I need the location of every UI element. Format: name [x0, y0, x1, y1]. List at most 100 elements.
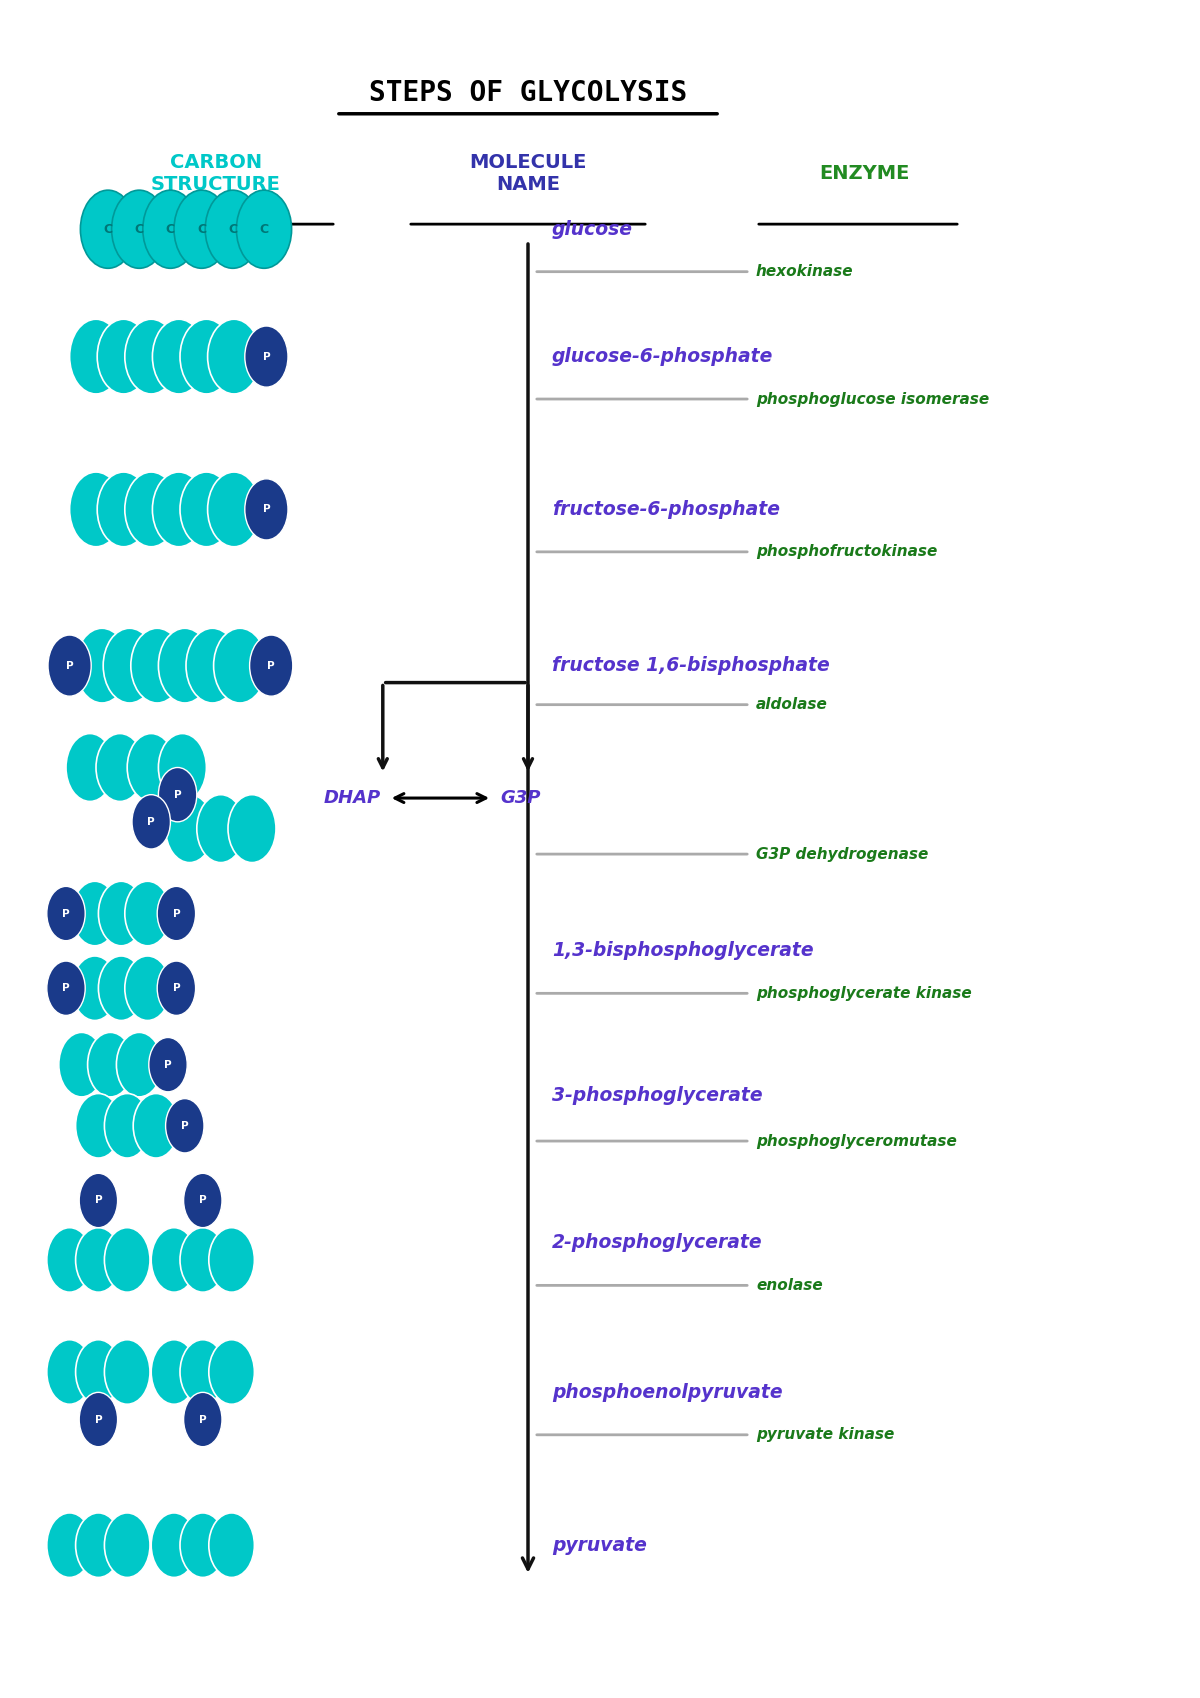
Circle shape [151, 1513, 197, 1577]
Circle shape [47, 886, 85, 941]
Text: phosphoglycerate kinase: phosphoglycerate kinase [756, 987, 972, 1000]
Circle shape [174, 190, 229, 268]
Circle shape [152, 472, 205, 547]
Text: C: C [166, 222, 175, 236]
Circle shape [209, 1228, 254, 1292]
Circle shape [79, 1392, 118, 1447]
Text: hexokinase: hexokinase [756, 265, 853, 278]
Text: glucose: glucose [552, 219, 634, 239]
Circle shape [157, 886, 196, 941]
Circle shape [76, 628, 128, 703]
Circle shape [208, 472, 260, 547]
Text: phosphoenolpyruvate: phosphoenolpyruvate [552, 1382, 782, 1403]
Circle shape [98, 956, 144, 1020]
Circle shape [180, 1513, 226, 1577]
Text: P: P [173, 908, 180, 919]
Text: C: C [228, 222, 238, 236]
Text: P: P [199, 1195, 206, 1206]
Circle shape [98, 881, 144, 946]
Text: ENZYME: ENZYME [818, 163, 910, 183]
Text: P: P [95, 1414, 102, 1425]
Circle shape [104, 1513, 150, 1577]
Text: C: C [103, 222, 113, 236]
Text: phosphoglucose isomerase: phosphoglucose isomerase [756, 392, 989, 406]
Text: fructose-6-phosphate: fructose-6-phosphate [552, 499, 780, 520]
Circle shape [116, 1032, 162, 1097]
Circle shape [245, 479, 288, 540]
Circle shape [180, 472, 233, 547]
Text: glucose-6-phosphate: glucose-6-phosphate [552, 346, 773, 367]
Circle shape [152, 319, 205, 394]
Circle shape [66, 734, 114, 801]
Circle shape [133, 1094, 179, 1158]
Text: P: P [173, 983, 180, 993]
Text: aldolase: aldolase [756, 698, 828, 711]
Text: STEPS OF GLYCOLYSIS: STEPS OF GLYCOLYSIS [368, 80, 688, 107]
Circle shape [127, 734, 175, 801]
Circle shape [125, 319, 178, 394]
Circle shape [79, 1173, 118, 1228]
Text: G3P: G3P [500, 790, 541, 807]
Text: P: P [95, 1195, 102, 1206]
Circle shape [47, 1228, 92, 1292]
Circle shape [70, 319, 122, 394]
Circle shape [112, 190, 167, 268]
Text: P: P [263, 351, 270, 362]
Circle shape [209, 1340, 254, 1404]
Text: 2-phosphoglycerate: 2-phosphoglycerate [552, 1233, 763, 1253]
Text: pyruvate kinase: pyruvate kinase [756, 1428, 894, 1442]
Circle shape [131, 628, 184, 703]
Circle shape [236, 190, 292, 268]
Text: phosphofructokinase: phosphofructokinase [756, 545, 937, 559]
Circle shape [151, 1228, 197, 1292]
Circle shape [132, 795, 170, 849]
Circle shape [76, 1513, 121, 1577]
Text: P: P [268, 661, 275, 671]
Text: P: P [199, 1414, 206, 1425]
Circle shape [228, 795, 276, 863]
Circle shape [59, 1032, 104, 1097]
Circle shape [166, 1099, 204, 1153]
Text: 3-phosphoglycerate: 3-phosphoglycerate [552, 1085, 763, 1105]
Circle shape [245, 326, 288, 387]
Circle shape [250, 635, 293, 696]
Text: C: C [259, 222, 269, 236]
Circle shape [184, 1392, 222, 1447]
Circle shape [125, 956, 170, 1020]
Circle shape [47, 1513, 92, 1577]
Circle shape [103, 628, 156, 703]
Circle shape [48, 635, 91, 696]
Circle shape [180, 319, 233, 394]
Circle shape [186, 628, 239, 703]
Circle shape [214, 628, 266, 703]
Text: phosphoglyceromutase: phosphoglyceromutase [756, 1134, 956, 1148]
Circle shape [180, 1228, 226, 1292]
Circle shape [97, 319, 150, 394]
Circle shape [104, 1340, 150, 1404]
Circle shape [166, 795, 214, 863]
Circle shape [97, 472, 150, 547]
Circle shape [70, 472, 122, 547]
Text: MOLECULE
NAME: MOLECULE NAME [469, 153, 587, 194]
Circle shape [157, 961, 196, 1015]
Circle shape [104, 1094, 150, 1158]
Text: P: P [148, 817, 155, 827]
Text: P: P [174, 790, 181, 800]
Circle shape [205, 190, 260, 268]
Circle shape [184, 1173, 222, 1228]
Text: P: P [263, 504, 270, 514]
Circle shape [76, 1340, 121, 1404]
Circle shape [151, 1340, 197, 1404]
Text: C: C [134, 222, 144, 236]
Circle shape [47, 1340, 92, 1404]
Circle shape [76, 1094, 121, 1158]
Circle shape [208, 319, 260, 394]
Circle shape [149, 1037, 187, 1092]
Circle shape [158, 628, 211, 703]
Circle shape [96, 734, 144, 801]
Text: P: P [181, 1121, 188, 1131]
Circle shape [125, 472, 178, 547]
Text: P: P [66, 661, 73, 671]
Text: pyruvate: pyruvate [552, 1535, 647, 1555]
Circle shape [158, 734, 206, 801]
